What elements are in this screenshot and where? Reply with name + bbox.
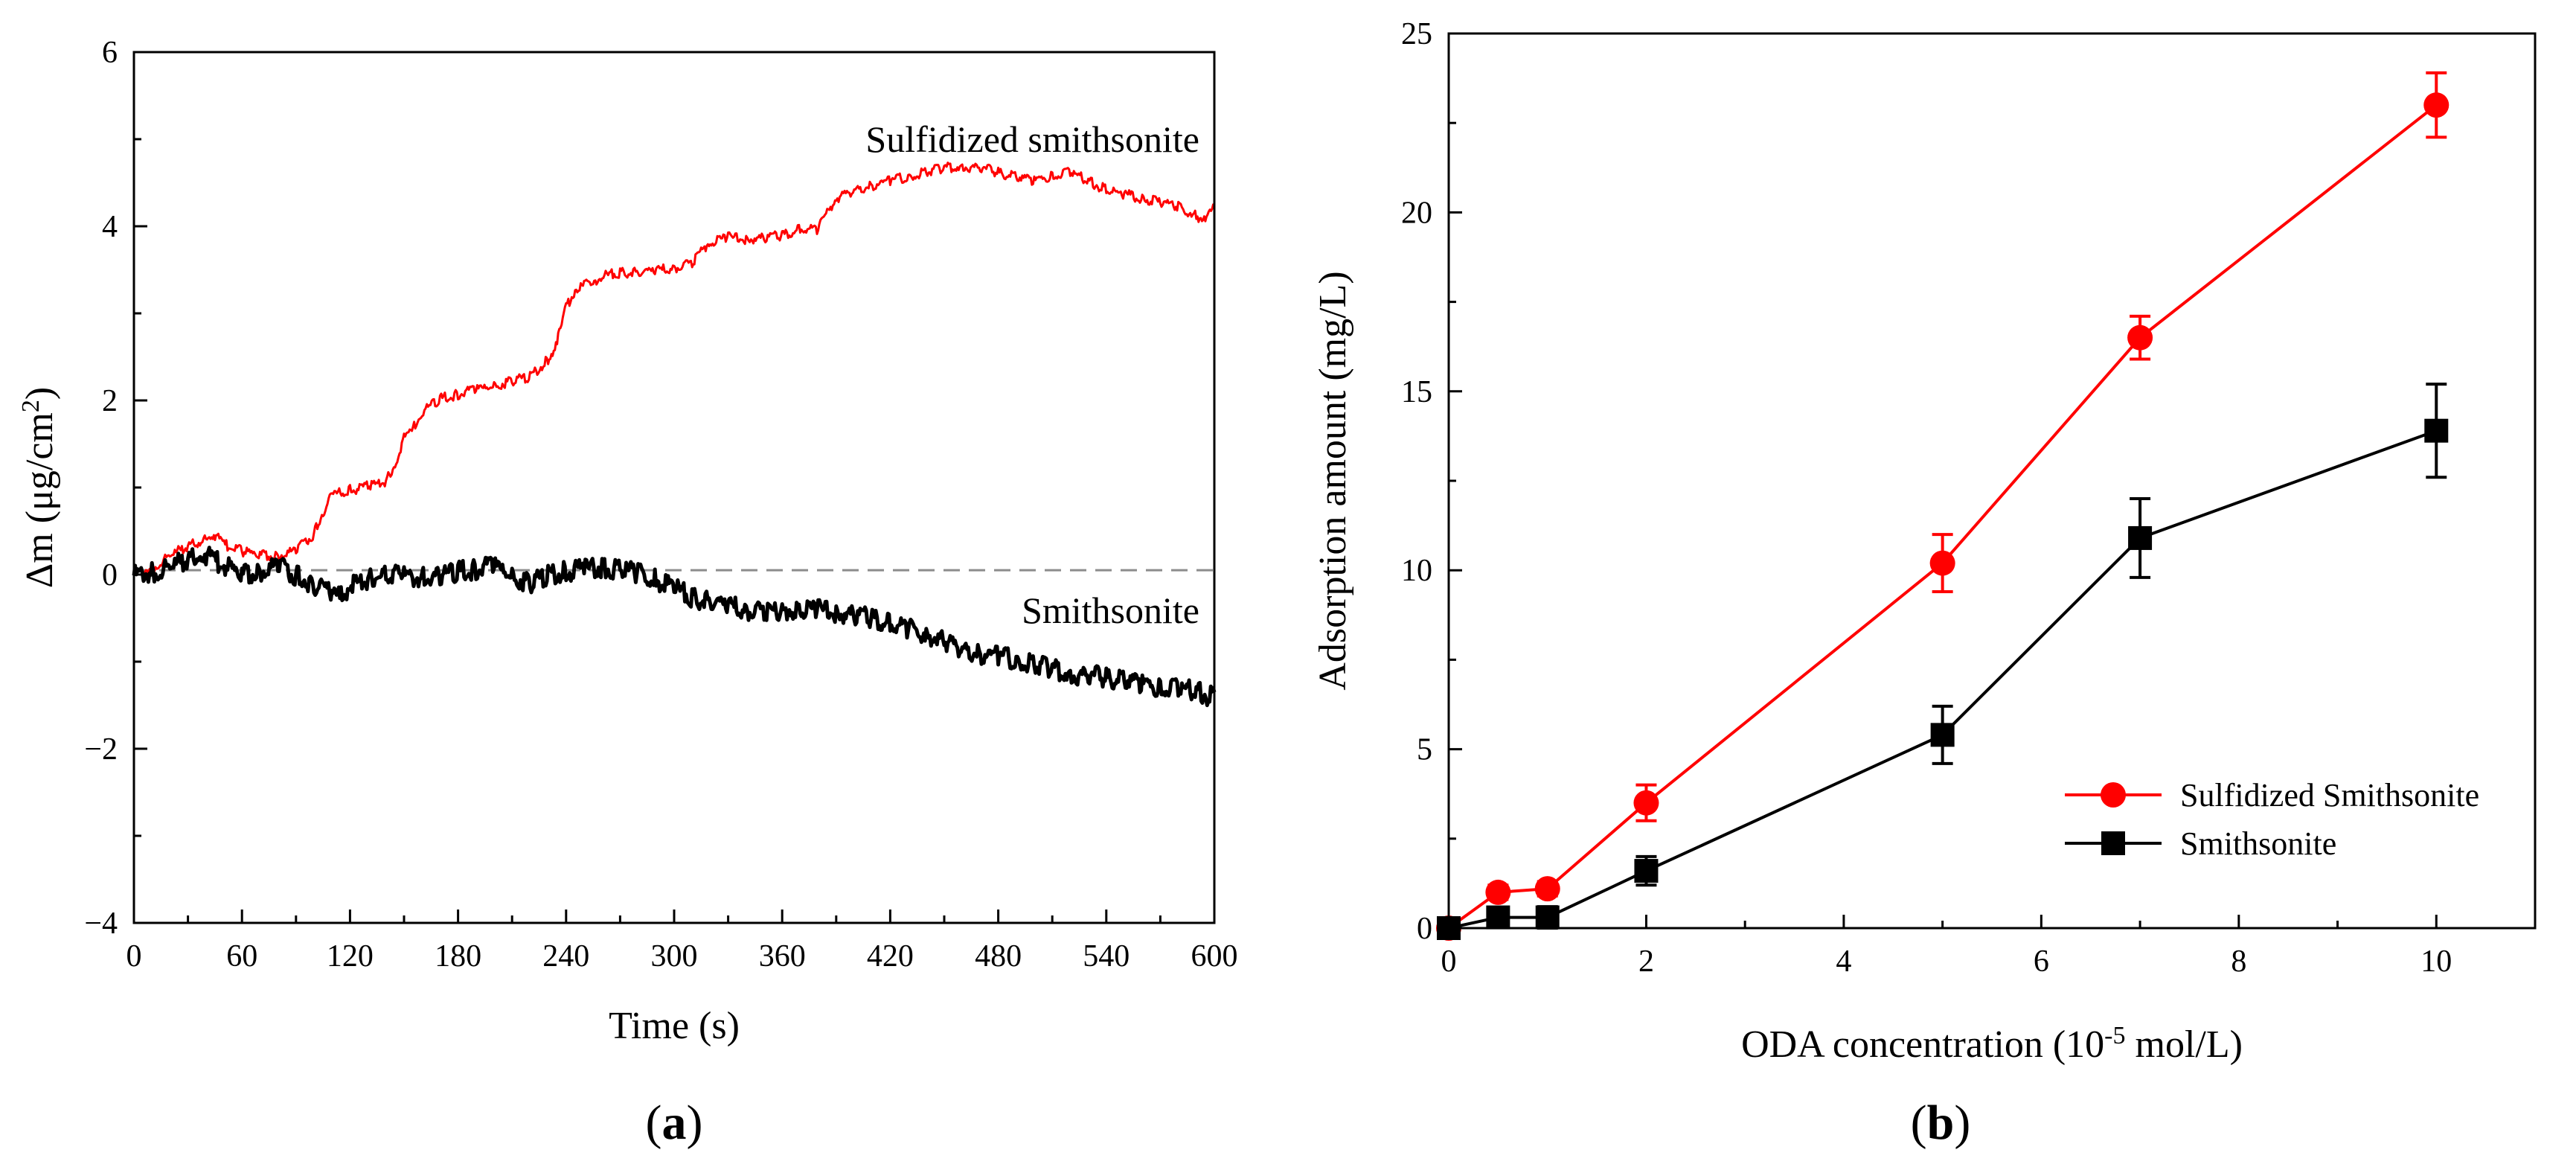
a-ticks-group: 0 60 120 180 240 300 360 420 480 540 600 −4 −2 0 2 4 6 xyxy=(84,36,1237,974)
b-panel-open: ( xyxy=(1911,1096,1927,1150)
b-legend-marker-smithsonite xyxy=(2101,831,2125,855)
a-x-tick-label: 240 xyxy=(542,939,589,974)
b-data-point-smithsonite xyxy=(2128,526,2152,550)
a-x-tick-label: 540 xyxy=(1083,939,1130,974)
a-x-tick-label: 60 xyxy=(226,939,257,974)
b-data-point-sulfidized xyxy=(2127,325,2153,351)
b-legend-label-smithsonite: Smithsonite xyxy=(2180,825,2336,862)
a-x-tick-label: 420 xyxy=(867,939,914,974)
a-y-axis-title-sup: 2 xyxy=(17,400,45,412)
a-y-tick-label: −2 xyxy=(84,732,118,767)
b-data-point-sulfidized xyxy=(1930,551,1955,576)
b-data-point-smithsonite xyxy=(1486,906,1510,930)
b-data-point-smithsonite xyxy=(1931,723,1955,747)
b-legend-label-sulfidized: Sulfidized Smithsonite xyxy=(2180,777,2479,813)
figure: 060120180240300360420480540600−4−20246 S… xyxy=(0,0,2576,1170)
a-annotation-sulfidized: Sulfidized smithsonite xyxy=(865,118,1199,160)
b-y-tick-label: 20 xyxy=(1401,196,1432,230)
b-y-axis-title: Adsorption amount (mg/L) xyxy=(1312,271,1354,690)
b-legend-marker-sulfidized xyxy=(2101,782,2126,808)
a-y-axis-title-main: Δm (μg/cm xyxy=(19,412,61,588)
a-x-axis-title: Time (s) xyxy=(609,1005,740,1047)
a-y-tick-label: 4 xyxy=(102,210,118,244)
b-y-tick-label: 25 xyxy=(1401,17,1432,51)
a-x-tick-label: 180 xyxy=(435,939,481,974)
a-series-line-sulfidized xyxy=(134,163,1214,575)
a-panel-letter: a xyxy=(662,1096,687,1150)
b-legend: Sulfidized Smithsonite Smithsonite xyxy=(2065,777,2479,862)
a-panel-label: (a) xyxy=(646,1096,703,1150)
b-x-axis-title-end: mol/L) xyxy=(2126,1023,2243,1066)
a-x-tick-label: 0 xyxy=(126,939,142,974)
b-data-point-sulfidized xyxy=(2423,92,2449,118)
a-x-tick-label: 300 xyxy=(651,939,698,974)
b-x-tick-label: 2 xyxy=(1638,944,1654,979)
a-y-axis-title-end: ) xyxy=(19,387,61,400)
a-y-axis-title: Δm (μg/cm2) xyxy=(17,387,62,588)
b-panel-close: ) xyxy=(1954,1096,1970,1150)
b-x-tick-label: 6 xyxy=(2034,944,2049,979)
a-plot-frame xyxy=(134,52,1214,923)
b-x-tick-label: 10 xyxy=(2420,944,2452,979)
a-panel-open: ( xyxy=(646,1096,662,1150)
a-y-tick-label: −4 xyxy=(84,907,118,941)
panel-a-chart: 0 60 120 180 240 300 360 420 480 540 600 −4 −2 0 2 4 6 S… xyxy=(17,36,1238,1150)
a-y-tick-label: 2 xyxy=(102,384,118,418)
b-data-point-sulfidized xyxy=(1485,880,1510,905)
b-data-point-sulfidized xyxy=(1633,790,1659,816)
a-x-tick-label: 360 xyxy=(759,939,806,974)
b-panel-letter: b xyxy=(1927,1096,1955,1150)
b-x-tick-label: 4 xyxy=(1836,944,1851,979)
b-data-point-smithsonite xyxy=(2424,419,2448,443)
a-x-tick-label: 480 xyxy=(975,939,1022,974)
a-y-tick-label: 0 xyxy=(102,558,118,592)
b-x-axis-title-sup: -5 xyxy=(2104,1022,2125,1049)
a-x-tick-label: 600 xyxy=(1191,939,1238,974)
a-x-tick-label: 120 xyxy=(327,939,374,974)
b-y-tick-label: 15 xyxy=(1401,375,1432,409)
b-data-point-smithsonite xyxy=(1634,859,1658,883)
b-panel-label: (b) xyxy=(1911,1096,1971,1150)
b-data-point-sulfidized xyxy=(1535,876,1560,901)
a-panel-close: ) xyxy=(687,1096,703,1150)
panel-b-chart: 0 2 4 6 8 10 0 5 10 15 20 25 Sulfidized Smithsonite… xyxy=(1312,17,2535,1150)
b-y-tick-label: 10 xyxy=(1401,554,1432,588)
b-x-tick-label: 8 xyxy=(2231,944,2246,979)
a-y-tick-label: 6 xyxy=(102,36,118,70)
a-annotation-smithsonite: Smithsonite xyxy=(1022,589,1199,631)
b-x-tick-label: 0 xyxy=(1441,944,1457,979)
b-x-axis-title: ODA concentration (10-5 mol/L) xyxy=(1741,1022,2243,1067)
b-y-tick-label: 5 xyxy=(1417,733,1432,767)
b-y-tick-label: 0 xyxy=(1417,912,1432,946)
b-x-axis-title-main: ODA concentration (10 xyxy=(1741,1023,2104,1066)
